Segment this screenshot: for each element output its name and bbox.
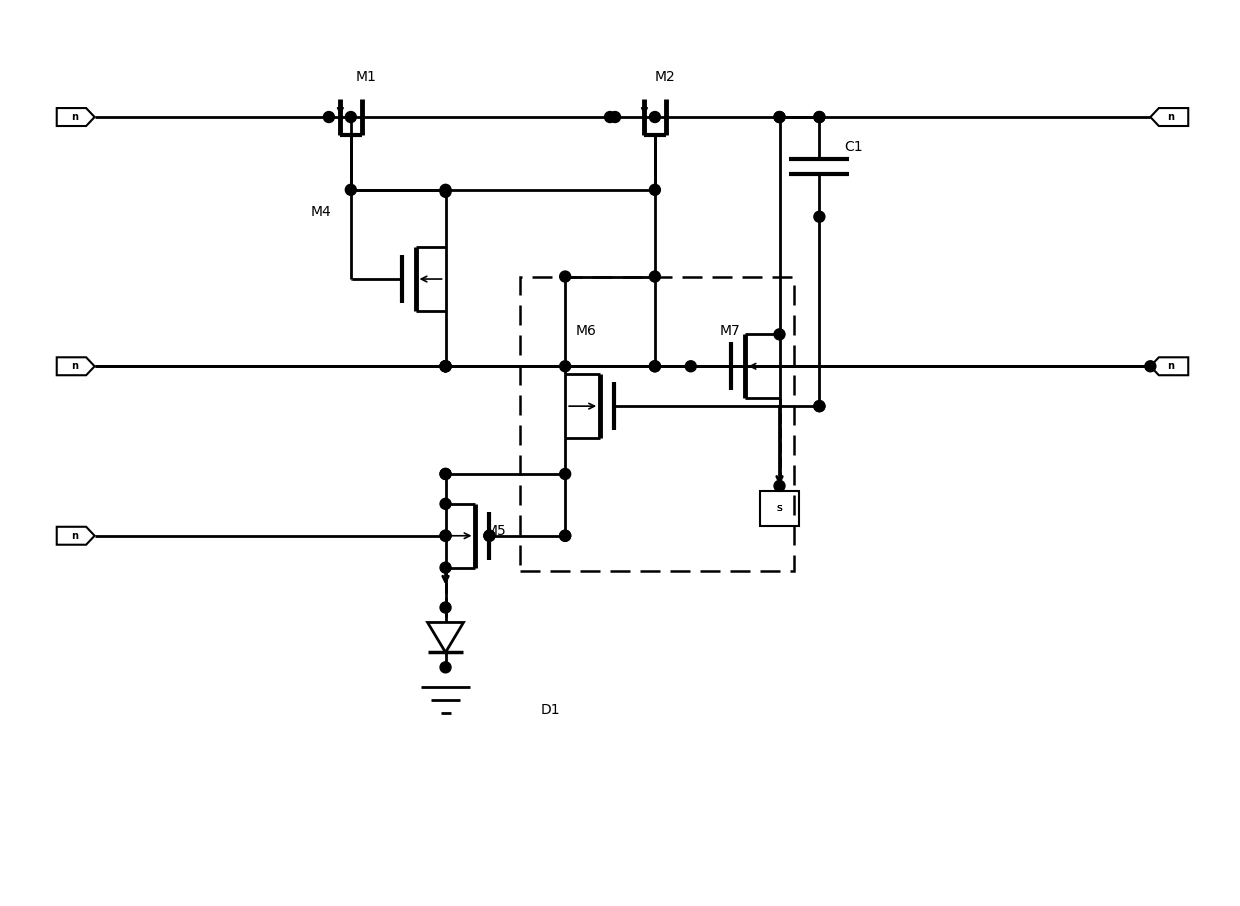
Text: M4: M4 [311,205,332,218]
Bar [521,276,795,571]
Circle shape [650,111,661,122]
Text: s: s [776,504,782,514]
Circle shape [324,111,335,122]
Text: n: n [1167,361,1174,371]
Circle shape [559,468,570,479]
Circle shape [774,111,785,122]
Circle shape [440,530,451,541]
Circle shape [650,184,661,196]
Circle shape [813,400,825,411]
Circle shape [440,468,451,479]
Circle shape [813,211,825,222]
Circle shape [605,111,615,122]
Bar [760,491,800,525]
Circle shape [559,361,570,371]
Circle shape [774,111,785,122]
Text: n: n [71,531,78,541]
Circle shape [650,361,661,371]
Circle shape [440,530,451,541]
Circle shape [1145,361,1156,371]
Circle shape [440,468,451,479]
Circle shape [774,329,785,340]
Text: D1: D1 [541,703,560,718]
Circle shape [484,530,495,541]
Circle shape [440,562,451,573]
Circle shape [813,400,825,411]
Circle shape [440,187,451,198]
Text: s: s [776,504,782,514]
Circle shape [813,111,825,122]
Circle shape [346,184,356,196]
Circle shape [440,361,451,371]
Circle shape [346,111,356,122]
Circle shape [440,662,451,673]
Circle shape [559,530,570,541]
Text: M6: M6 [575,324,596,338]
Circle shape [440,184,451,196]
Circle shape [610,111,620,122]
Circle shape [440,361,451,371]
Text: M5: M5 [485,524,506,538]
Text: C1: C1 [844,140,863,154]
Text: n: n [1167,112,1174,122]
Circle shape [650,271,661,282]
Text: n: n [71,361,78,371]
Circle shape [559,530,570,541]
Text: M7: M7 [719,324,740,338]
Circle shape [440,602,451,613]
Circle shape [774,480,785,491]
Text: n: n [71,112,78,122]
Circle shape [813,111,825,122]
Circle shape [440,498,451,509]
Circle shape [484,530,495,541]
Circle shape [650,361,661,371]
Text: M1: M1 [356,70,376,84]
Text: M2: M2 [655,70,676,84]
Circle shape [559,271,570,282]
Circle shape [440,361,451,371]
Circle shape [686,361,697,371]
Circle shape [440,361,451,371]
